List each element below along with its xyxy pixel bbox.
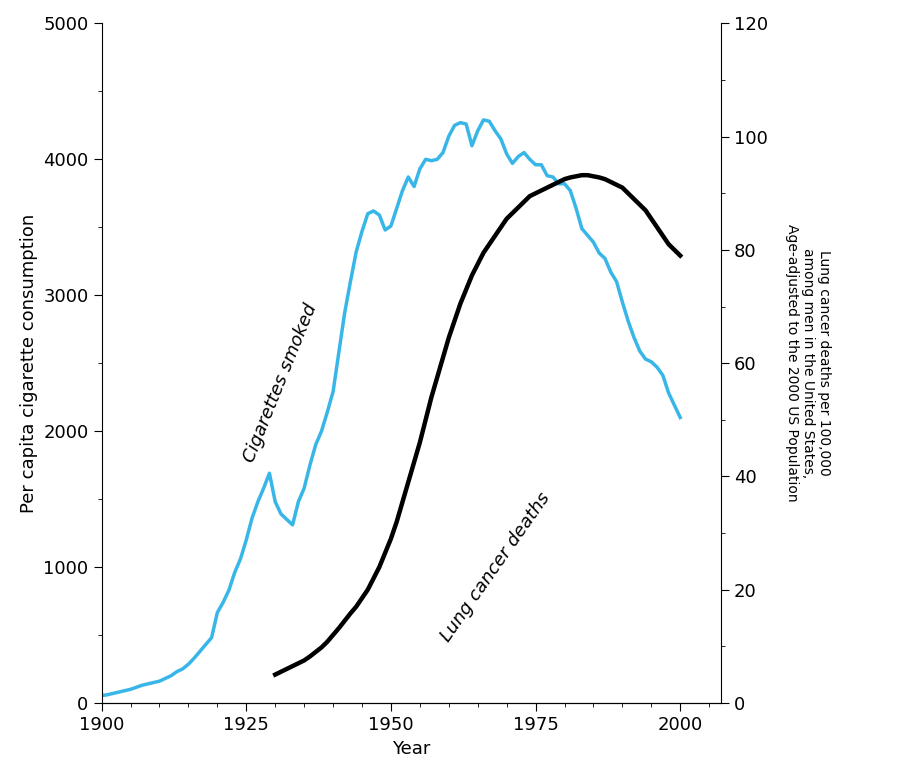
X-axis label: Year: Year	[392, 740, 431, 758]
Text: Cigarettes smoked: Cigarettes smoked	[240, 301, 321, 465]
Y-axis label: Lung cancer deaths per 100,000
among men in the United States,
Age-adjusted to t: Lung cancer deaths per 100,000 among men…	[784, 224, 831, 502]
Y-axis label: Per capita cigarette consumption: Per capita cigarette consumption	[19, 213, 38, 513]
Text: Lung cancer deaths: Lung cancer deaths	[437, 489, 553, 644]
